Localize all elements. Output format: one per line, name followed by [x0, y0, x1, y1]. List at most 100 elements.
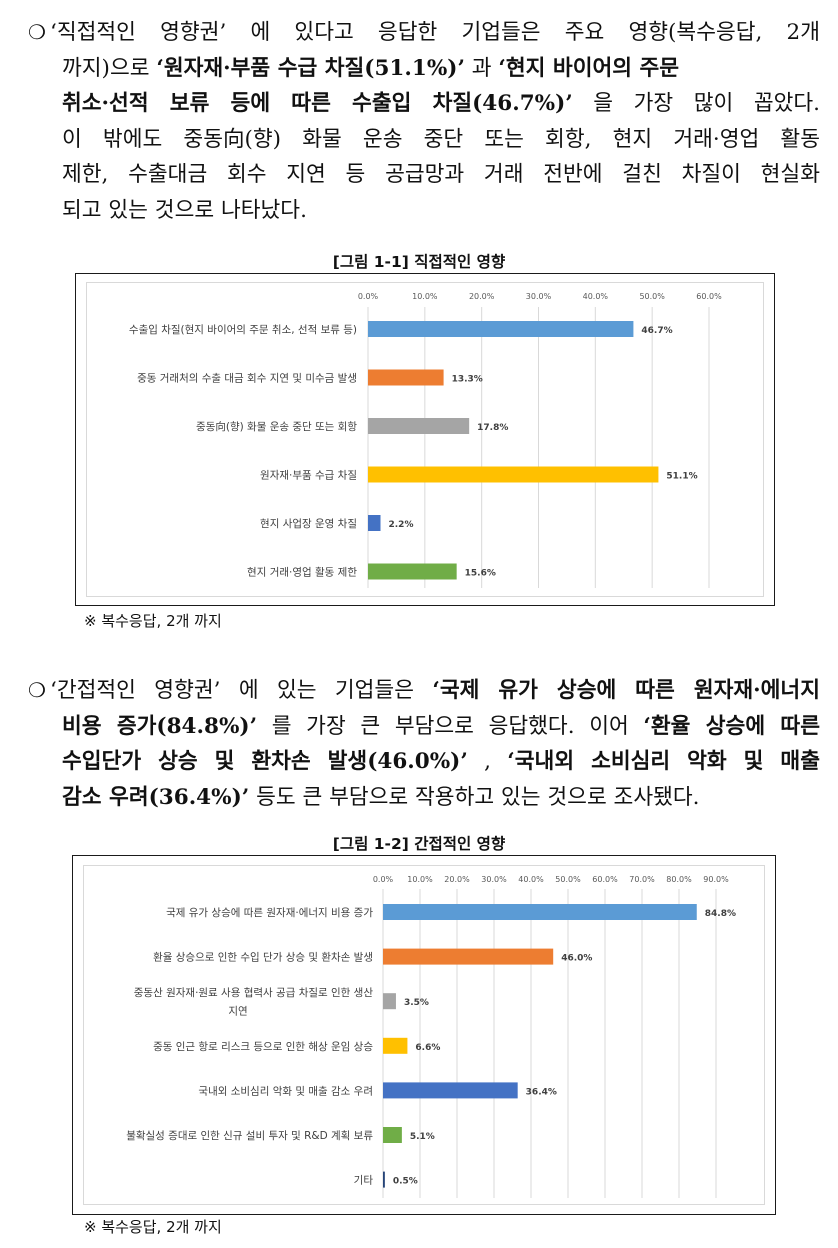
- bar: [368, 321, 634, 337]
- bar-value-label: 5.1%: [410, 1132, 435, 1142]
- bar-value-label: 15.6%: [465, 569, 496, 579]
- category-label: 중동 거래처의 수출 대금 회수 지연 및 미수금 발생: [137, 373, 357, 385]
- bar: [368, 563, 457, 580]
- bar: [383, 1082, 518, 1099]
- x-tick-label: 10.0%: [412, 292, 438, 301]
- x-tick-label: 0.0%: [373, 875, 394, 884]
- emphasized-text: ‘환율 상승에 따른: [643, 713, 820, 739]
- emphasized-text: ‘현지 바이어의 주문: [498, 55, 680, 81]
- figure-2-bar-chart: 0.0% 10.0% 20.0% 30.0% 40.0% 50.0% 60.0% 70.0% 8…: [126, 875, 736, 1198]
- bar-value-label: 17.8%: [477, 423, 508, 433]
- body-text: 을 가장 많이 꼽았다.: [572, 91, 820, 116]
- bar-value-label: 0.5%: [393, 1177, 418, 1187]
- bar: [368, 466, 659, 483]
- figure-2-note: ※ 복수응답, 2개 까지: [84, 1218, 222, 1236]
- bar: [383, 948, 554, 965]
- emphasized-text: 감소 우려(36.4%)’: [62, 784, 250, 810]
- x-tick-label: 30.0%: [481, 875, 507, 884]
- paragraph-line: 까지)으로 ‘원자재·부품 수급 차질(51.1%)’ 과 ‘현지 바이어의 주…: [30, 51, 820, 87]
- category-label: 원자재·부품 수급 차질: [260, 470, 357, 482]
- category-label: 국내외 소비심리 악화 및 매출 감소 우려: [198, 1085, 373, 1097]
- category-label: 기타: [354, 1175, 374, 1187]
- body-text: ,: [467, 749, 508, 774]
- x-tick-label: 0.0%: [358, 292, 379, 301]
- paragraph-line: 수입단가 상승 및 환차손 발생(46.0%)’ , ‘국내외 소비심리 악화 …: [30, 744, 820, 780]
- paragraph-indirect-impact: ❍ ‘간접적인 영향권’ 에 있는 기업들은 ‘국제 유가 상승에 따른 원자재…: [28, 673, 820, 816]
- bar: [383, 993, 396, 1010]
- paragraph-line: 이 밖에도 중동向(향) 화물 운송 중단 또는 회항, 현지 거래·영업 활동: [30, 122, 820, 158]
- category-label: 지연: [228, 1005, 247, 1017]
- bar-value-label: 36.4%: [526, 1087, 557, 1097]
- bar-value-label: 6.6%: [415, 1043, 440, 1053]
- x-tick-label: 60.0%: [696, 292, 722, 301]
- paragraph-direct-impact: ❍ ‘직접적인 영향권’ 에 있다고 응답한 기업들은 주요 영향(복수응답, …: [28, 15, 820, 229]
- category-label: 환율 상승으로 인한 수입 단가 상승 및 환차손 발생: [153, 951, 373, 964]
- emphasized-text: ‘원자재·부품 수급 차질(51.1%)’: [156, 55, 465, 81]
- x-tick-label: 30.0%: [526, 292, 552, 301]
- bar: [383, 1171, 385, 1188]
- body-text: 까지)으로: [62, 55, 157, 81]
- category-label: 중동向(향) 화물 운송 중단 또는 회항: [196, 420, 357, 433]
- emphasized-text: ‘국제 유가 상승에 따른 원자재·에너지: [432, 678, 820, 703]
- x-tick-label: 60.0%: [592, 875, 618, 884]
- x-tick-label: 40.0%: [518, 875, 544, 884]
- figure-1-title: [그림 1-1] 직접적인 영향: [332, 253, 506, 271]
- body-text: ‘직접적인 영향권’ 에 있다고 응답한 기업들은 주요 영향(복수응답, 2개: [50, 20, 820, 45]
- paragraph-line: 비용 증가(84.8%)’ 를 가장 큰 부담으로 응답했다. 이어 ‘환율 상…: [30, 709, 820, 745]
- bar: [368, 418, 470, 434]
- body-text: 등도 큰 부담으로 작용하고 있는 것으로 조사됐다.: [249, 784, 700, 810]
- circle-bullet-icon: ❍: [28, 20, 46, 44]
- figure-1-chart: 0.0% 10.0% 20.0% 30.0% 40.0% 50.0% 60.0% 46.7% 수…: [75, 273, 775, 606]
- category-label: 국제 유가 상승에 따른 원자재·에너지 비용 증가: [166, 907, 373, 919]
- bar: [368, 515, 381, 531]
- figure-1-note: ※ 복수응답, 2개 까지: [84, 612, 222, 630]
- bar-value-label: 51.1%: [666, 472, 697, 482]
- figure-2-plot-area: 0.0% 10.0% 20.0% 30.0% 40.0% 50.0% 60.0% 70.0% 8…: [83, 865, 765, 1205]
- figure-1-bar-chart: 0.0% 10.0% 20.0% 30.0% 40.0% 50.0% 60.0% 46.7% 수…: [129, 292, 722, 588]
- body-text: 제한, 수출대금 회수 지연 등 공급망과 거래 전반에 걸친 차질이 현실화: [62, 162, 820, 187]
- x-tick-label: 50.0%: [555, 875, 581, 884]
- body-text: 이 밖에도 중동向(향) 화물 운송 중단 또는 회항, 현지 거래·영업 활동: [62, 126, 820, 152]
- x-tick-label: 50.0%: [639, 292, 665, 301]
- body-text: ‘간접적인 영향권’ 에 있는 기업들은: [50, 678, 433, 703]
- bar: [383, 1037, 408, 1054]
- figure-1-plot-area: 0.0% 10.0% 20.0% 30.0% 40.0% 50.0% 60.0% 46.7% 수…: [86, 282, 764, 597]
- paragraph-line: 감소 우려(36.4%)’ 등도 큰 부담으로 작용하고 있는 것으로 조사됐다…: [30, 780, 820, 816]
- category-label: 현지 거래·영업 활동 제한: [247, 566, 357, 579]
- category-label: 중동산 원자재·원료 사용 협력사 공급 차질로 인한 생산: [134, 986, 374, 999]
- body-text: 를 가장 큰 부담으로 응답했다. 이어: [257, 713, 644, 739]
- paragraph-line: ‘간접적인 영향권’ 에 있는 기업들은 ‘국제 유가 상승에 따른 원자재·에…: [30, 673, 820, 709]
- emphasized-text: 수입단가 상승 및 환차손 발생(46.0%)’: [62, 749, 468, 774]
- x-tick-label: 10.0%: [407, 875, 433, 884]
- bar-value-label: 2.2%: [389, 520, 414, 530]
- bar-value-label: 46.0%: [561, 954, 592, 964]
- x-tick-label: 40.0%: [583, 292, 609, 301]
- x-tick-label: 70.0%: [629, 875, 655, 884]
- body-text: 과: [464, 55, 499, 81]
- bar-value-label: 84.8%: [705, 909, 736, 919]
- bar-value-label: 46.7%: [641, 326, 672, 336]
- bar-value-label: 13.3%: [452, 375, 483, 385]
- bar: [383, 904, 697, 920]
- category-label: 현지 사업장 운영 차질: [260, 517, 357, 530]
- emphasized-text: 취소·선적 보류 등에 따른 수출입 차질(46.7%)’: [62, 91, 573, 116]
- bar: [383, 1127, 402, 1143]
- paragraph-line: 제한, 수출대금 회수 지연 등 공급망과 거래 전반에 걸친 차질이 현실화: [30, 157, 820, 193]
- body-text: 되고 있는 것으로 나타났다.: [62, 197, 307, 223]
- x-tick-label: 90.0%: [703, 875, 729, 884]
- x-tick-label: 20.0%: [469, 292, 495, 301]
- category-label: 불확실성 증대로 인한 신규 설비 투자 및 R&D 계획 보류: [126, 1129, 373, 1142]
- emphasized-text: 비용 증가(84.8%)’: [62, 713, 258, 739]
- figure-2-title: [그림 1-2] 간접적인 영향: [332, 835, 506, 853]
- bar: [368, 369, 444, 386]
- emphasized-text: ‘국내외 소비심리 악화 및 매출: [507, 749, 820, 774]
- figure-2-chart: 0.0% 10.0% 20.0% 30.0% 40.0% 50.0% 60.0% 70.0% 8…: [72, 855, 776, 1215]
- circle-bullet-icon: ❍: [28, 678, 46, 702]
- category-label: 중동 인근 항로 리스크 등으로 인한 해상 운임 상승: [153, 1040, 373, 1053]
- x-tick-label: 20.0%: [444, 875, 470, 884]
- bar-value-label: 3.5%: [404, 998, 429, 1008]
- x-tick-label: 80.0%: [666, 875, 692, 884]
- paragraph-line: 취소·선적 보류 등에 따른 수출입 차질(46.7%)’ 을 가장 많이 꼽았…: [30, 86, 820, 122]
- paragraph-line: 되고 있는 것으로 나타났다.: [30, 193, 820, 229]
- category-label: 수출입 차질(현지 바이어의 주문 취소, 선적 보류 등): [129, 323, 357, 336]
